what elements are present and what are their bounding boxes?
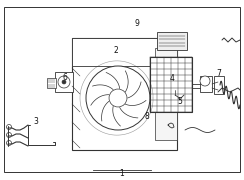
Circle shape (7, 125, 11, 129)
Circle shape (58, 76, 70, 88)
Bar (157, 32, 187, 50)
Bar (72, 38, 177, 150)
Circle shape (109, 89, 127, 107)
Text: 2: 2 (113, 46, 118, 55)
Text: 7: 7 (216, 69, 221, 78)
Bar (155, 48, 177, 140)
Text: 6: 6 (62, 73, 67, 82)
Bar (214, 76, 224, 94)
Bar (150, 57, 192, 112)
Text: 1: 1 (120, 169, 124, 178)
Text: 3: 3 (33, 117, 38, 126)
Circle shape (86, 66, 150, 130)
Bar (55, 72, 73, 92)
Circle shape (7, 132, 11, 138)
Bar (200, 76, 212, 92)
Text: 5: 5 (177, 97, 182, 106)
Circle shape (7, 141, 11, 145)
Bar (72, 38, 177, 66)
Circle shape (200, 76, 210, 86)
Text: 4: 4 (170, 74, 174, 83)
Text: 9: 9 (134, 19, 139, 28)
Circle shape (62, 80, 66, 84)
Bar (47, 78, 56, 88)
Text: 8: 8 (144, 112, 149, 121)
